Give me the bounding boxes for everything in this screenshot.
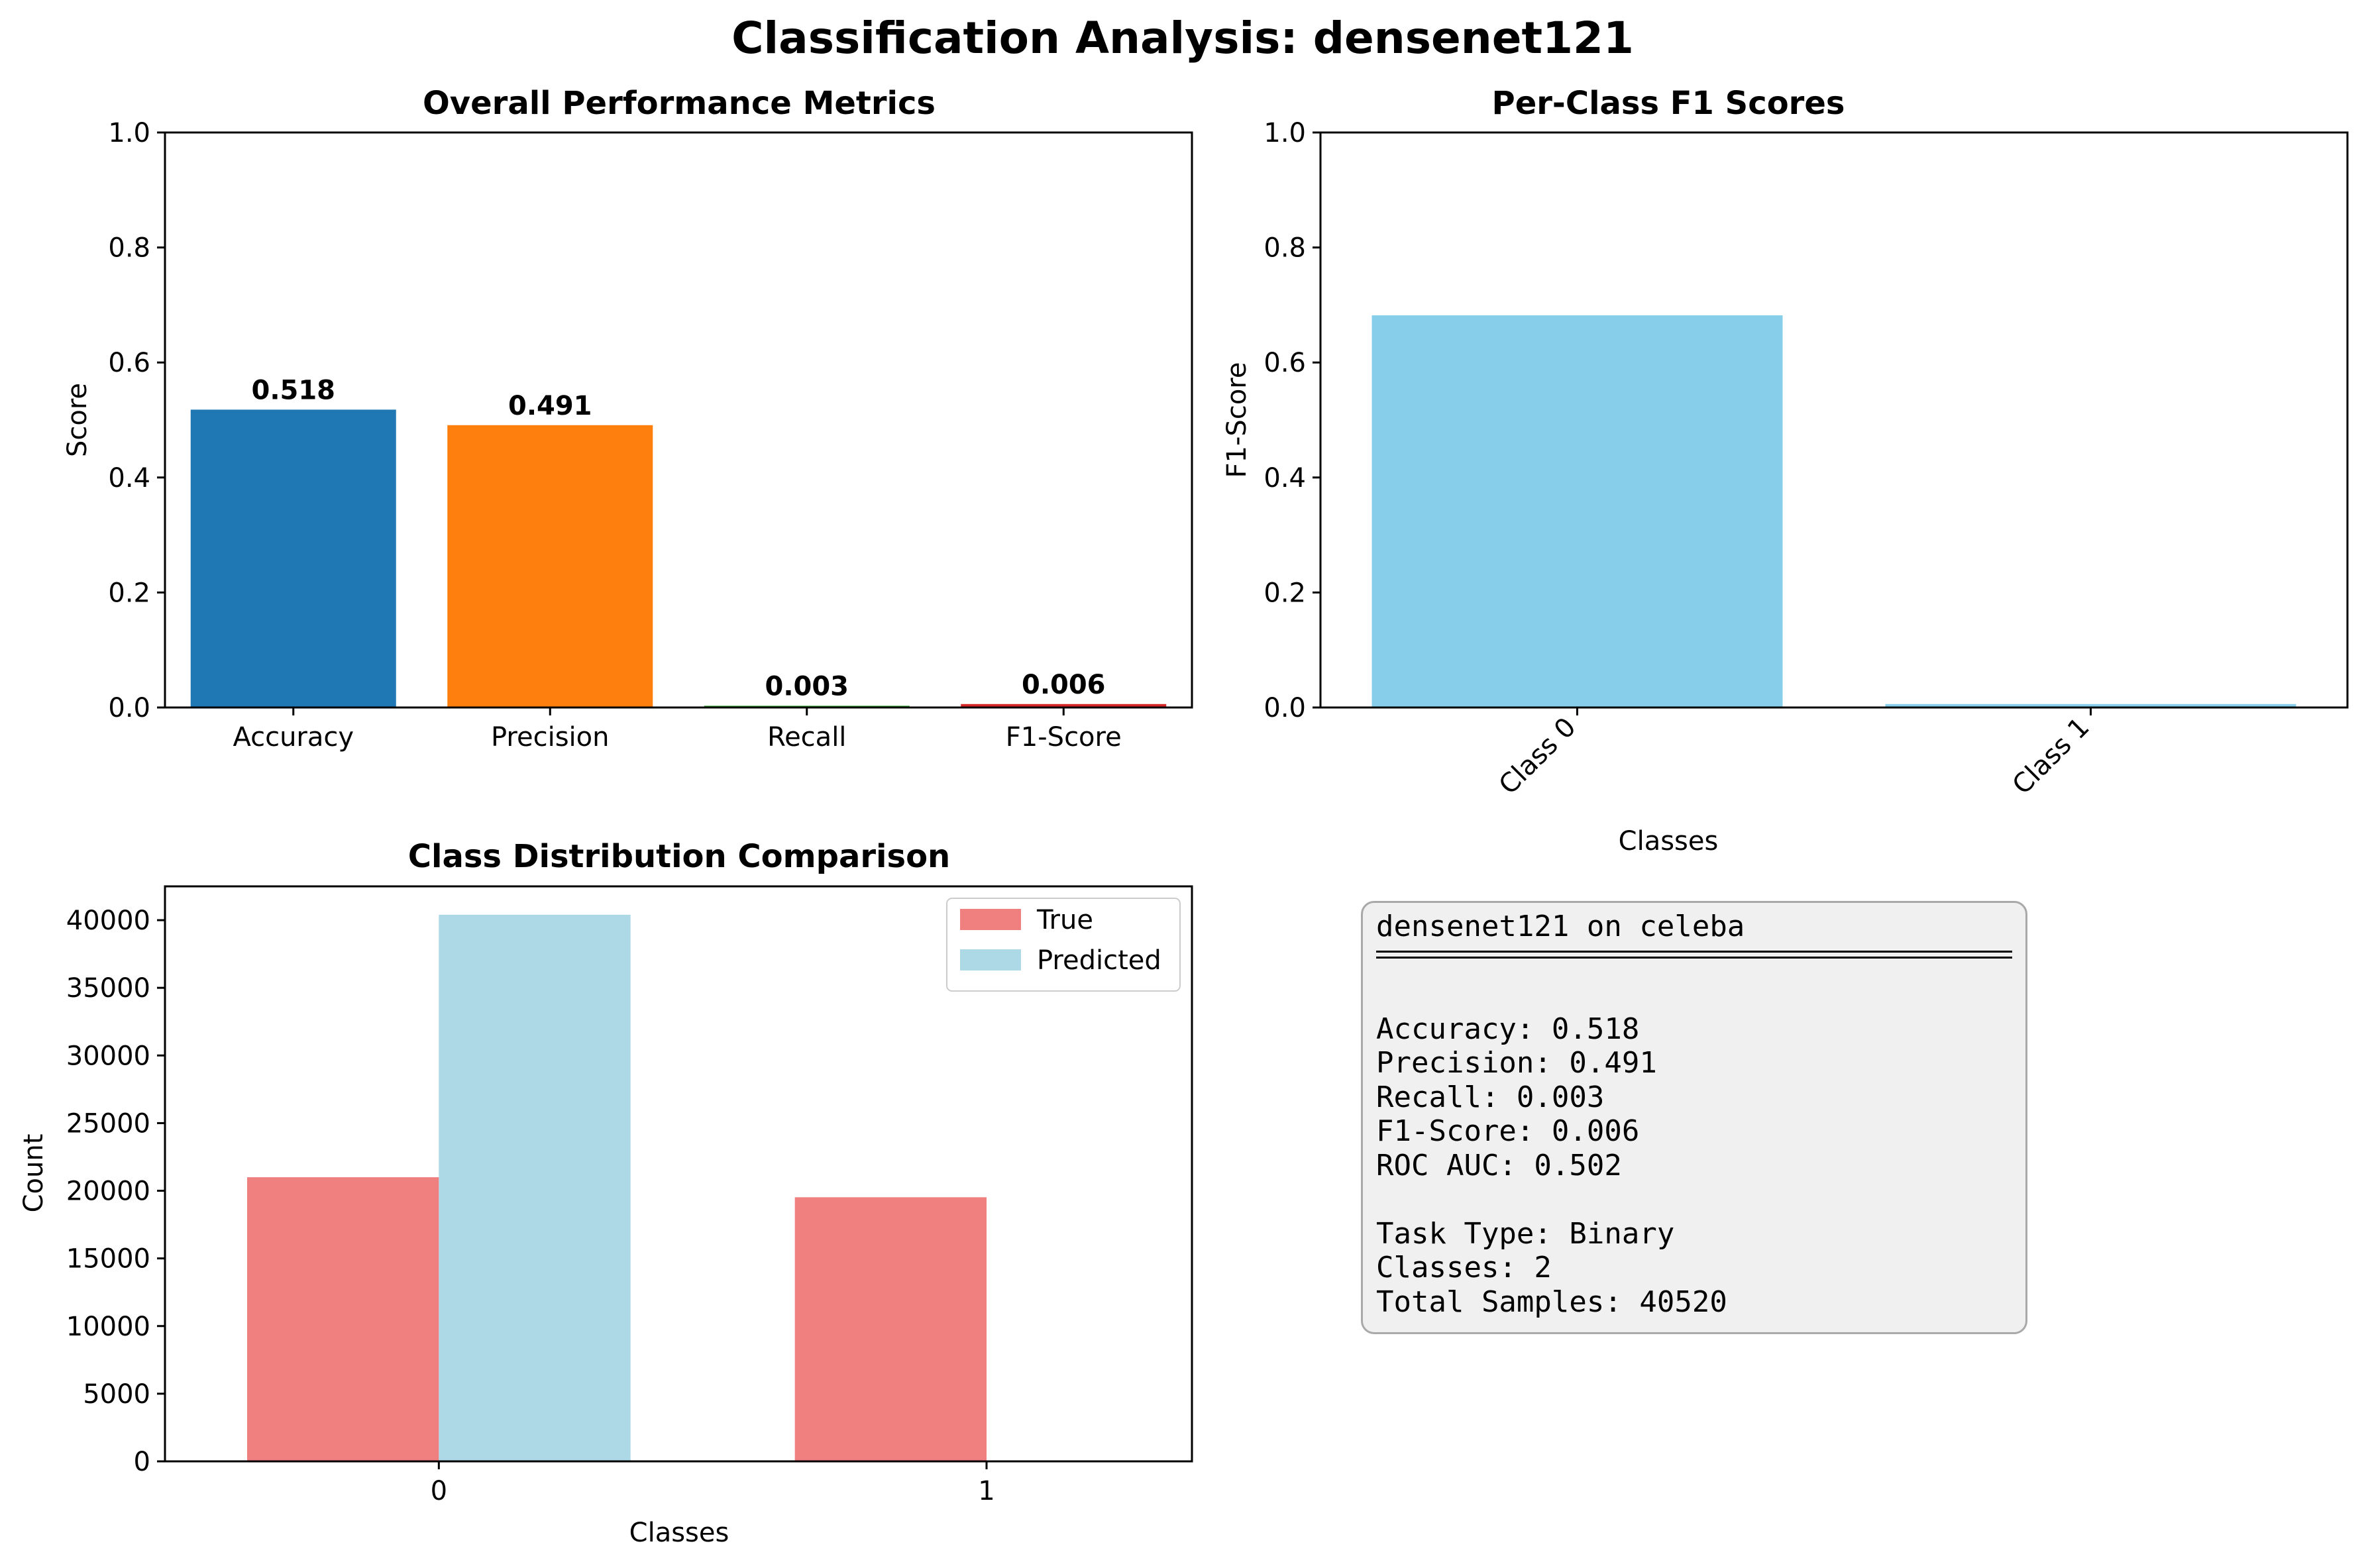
f1-chart: Per-Class F1 Scores F1-Score Classes Cla… bbox=[1222, 85, 2349, 857]
y-tick-label: 0.2 bbox=[108, 578, 150, 608]
y-tick-label: 0.4 bbox=[1264, 463, 1306, 494]
y-tick-label: 10000 bbox=[66, 1312, 150, 1342]
bar-f1-score bbox=[961, 704, 1167, 707]
metrics-axes: Accuracy Precision Recall F1-Score 0.0 0.2 0.4… bbox=[108, 118, 1121, 753]
summary-metric-line: F1-Score: 0.006 bbox=[1376, 1114, 1640, 1148]
y-tick-label: 30000 bbox=[66, 1041, 150, 1071]
y-tick-label: 0 bbox=[134, 1447, 150, 1477]
legend-swatch-true bbox=[960, 909, 1021, 930]
y-tick-label: 35000 bbox=[66, 973, 150, 1004]
y-tick-label: 1.0 bbox=[108, 118, 150, 148]
summary-metric-line: Accuracy: 0.518 bbox=[1376, 1012, 1640, 1046]
bar-value-label: 0.006 bbox=[1022, 670, 1106, 700]
f1-bars bbox=[1371, 315, 2296, 707]
x-tick-label: 1 bbox=[978, 1476, 995, 1506]
metrics-chart-title: Overall Performance Metrics bbox=[423, 85, 936, 122]
summary-metrics: Accuracy: 0.518 Precision: 0.491 Recall: 0… bbox=[1376, 1012, 2012, 1183]
y-tick-label: 25000 bbox=[66, 1108, 150, 1139]
distribution-chart-xlabel: Classes bbox=[629, 1518, 729, 1548]
bar-class-1 bbox=[1885, 704, 2296, 707]
legend-swatch-predicted bbox=[960, 949, 1021, 970]
y-tick-label: 1.0 bbox=[1264, 118, 1306, 148]
bar-class-0 bbox=[1371, 315, 1783, 707]
summary-info: Task Type: Binary Classes: 2 Total Samples… bbox=[1376, 1217, 2012, 1320]
bar-true-class-1 bbox=[794, 1197, 987, 1461]
summary-spacer bbox=[1376, 1182, 2012, 1217]
y-tick-label: 0.0 bbox=[108, 693, 150, 723]
summary-metric-line: Recall: 0.003 bbox=[1376, 1080, 1605, 1114]
metrics-chart-frame bbox=[164, 131, 1193, 709]
summary-info-line: Total Samples: 40520 bbox=[1376, 1284, 1727, 1319]
summary-metric-line: ROC AUC: 0.502 bbox=[1376, 1148, 1622, 1182]
distribution-chart-ylabel: Count bbox=[19, 1134, 49, 1213]
metrics-chart: Overall Performance Metrics Score 0.5180… bbox=[62, 85, 1193, 753]
bar-precision bbox=[447, 425, 653, 707]
distribution-chart-frame bbox=[164, 885, 1193, 1463]
f1-chart-ylabel: F1-Score bbox=[1222, 362, 1252, 478]
summary-spacer bbox=[1376, 978, 2012, 1012]
y-tick-label: 20000 bbox=[66, 1176, 150, 1207]
bar-predicted-class-0 bbox=[439, 914, 631, 1461]
y-tick-label: 0.2 bbox=[1264, 578, 1306, 608]
y-tick-label: 0.8 bbox=[1264, 233, 1306, 264]
distribution-legend: True Predicted bbox=[946, 898, 1181, 992]
x-tick-label: Precision bbox=[491, 722, 609, 753]
bar-true-class-0 bbox=[247, 1177, 439, 1461]
y-tick-label: 0.6 bbox=[1264, 348, 1306, 378]
x-tick-label: Class 1 bbox=[2007, 712, 2096, 801]
x-tick-label: F1-Score bbox=[1006, 722, 1122, 753]
summary-header: densenet121 on celeba bbox=[1376, 910, 1745, 943]
y-tick-label: 0.0 bbox=[1264, 693, 1306, 723]
x-tick-label: Class 0 bbox=[1493, 712, 1582, 801]
summary-divider bbox=[1376, 944, 2012, 978]
y-tick-label: 0.6 bbox=[108, 348, 150, 378]
y-tick-label: 15000 bbox=[66, 1244, 150, 1275]
x-tick-label: 0 bbox=[431, 1476, 447, 1506]
summary-info-line: Task Type: Binary bbox=[1376, 1216, 1675, 1251]
x-tick-label: Accuracy bbox=[233, 722, 354, 753]
distribution-chart: Class Distribution Comparison Count Clas… bbox=[19, 838, 1193, 1548]
f1-chart-xlabel: Classes bbox=[1619, 826, 1719, 857]
y-tick-label: 0.8 bbox=[108, 233, 150, 264]
legend-label-true: True bbox=[1036, 905, 1093, 935]
distribution-axes: 0 1 0 5000 10000 15000 20000 25000 30000 35000 400… bbox=[66, 906, 995, 1506]
summary-metric-line: Precision: 0.491 bbox=[1376, 1046, 1657, 1080]
distribution-bars bbox=[247, 914, 987, 1461]
summary-box: densenet121 on celeba Accuracy: 0.518 Pre… bbox=[1361, 901, 2027, 1334]
y-tick-label: 5000 bbox=[83, 1379, 150, 1410]
y-tick-label: 40000 bbox=[66, 906, 150, 936]
f1-chart-frame bbox=[1319, 131, 2349, 709]
x-tick-label: Recall bbox=[767, 722, 846, 753]
f1-chart-title: Per-Class F1 Scores bbox=[1492, 85, 1845, 122]
legend-label-predicted: Predicted bbox=[1037, 945, 1161, 976]
metrics-chart-ylabel: Score bbox=[62, 383, 93, 457]
distribution-chart-title: Class Distribution Comparison bbox=[408, 838, 950, 875]
summary-info-line: Classes: 2 bbox=[1376, 1251, 1552, 1284]
metrics-bars: 0.518 0.491 0.003 0.006 bbox=[190, 375, 1167, 707]
bar-accuracy bbox=[190, 409, 396, 707]
bar-value-label: 0.491 bbox=[508, 391, 592, 421]
bar-value-label: 0.518 bbox=[251, 375, 335, 405]
y-tick-label: 0.4 bbox=[108, 463, 150, 494]
bar-value-label: 0.003 bbox=[765, 671, 849, 702]
figure-title: Classification Analysis: densenet121 bbox=[731, 13, 1634, 64]
